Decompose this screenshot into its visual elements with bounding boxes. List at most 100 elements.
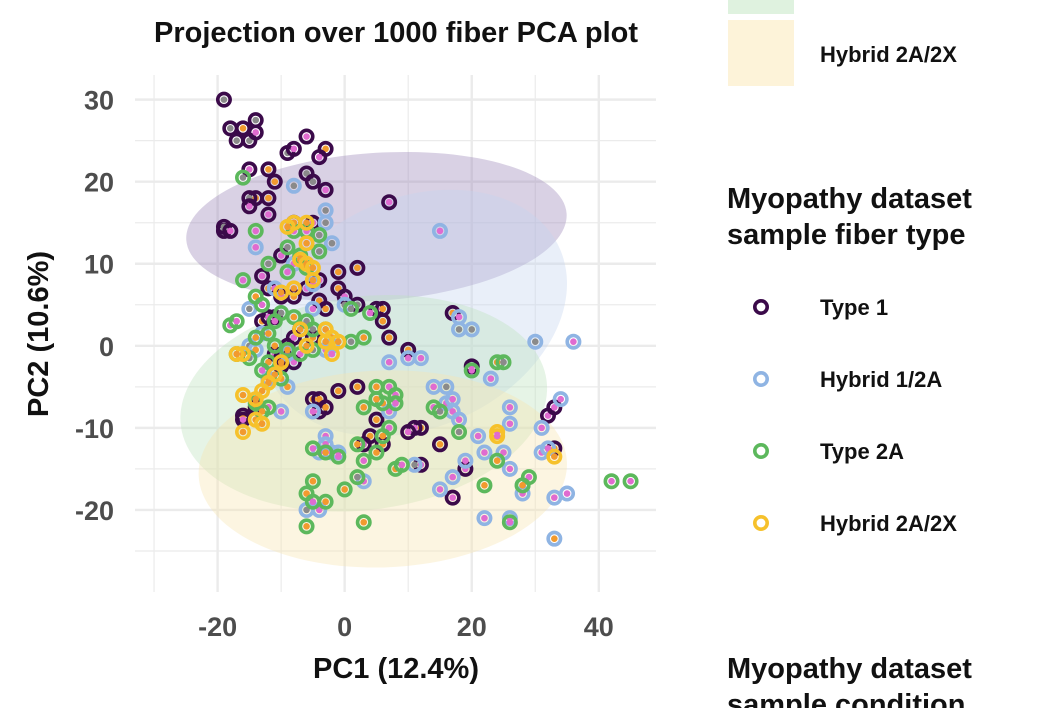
point-ring [501,415,518,432]
point-fill [436,486,444,493]
point-fill [404,354,412,362]
point-fill [252,116,260,124]
point-type-2a [374,428,391,445]
point-type-2a [298,518,315,535]
point-fill [366,309,374,317]
point-type-2a [311,227,328,244]
point-fill [525,473,533,481]
point-ring [368,391,385,408]
point-fill [233,350,240,358]
point-ring [501,399,518,416]
point-ring [559,485,576,502]
point-hybrid-1-2a [247,239,264,256]
point-ring [330,263,347,280]
point-fill [322,207,329,214]
point-fill [322,498,329,506]
point-hybrid-1-2a [431,222,448,239]
point-ring [317,181,334,198]
point-fill [309,178,317,185]
point-ring [330,382,347,399]
point-fill [303,239,310,247]
point-fill [284,346,291,354]
point-fill [481,482,488,489]
point-fill [265,358,272,366]
point-hybrid-2a-2x [254,415,271,432]
point-fill [309,305,317,313]
point-ring [495,354,512,371]
point-fill [233,137,240,144]
point-fill [315,297,323,304]
point-type-2a [355,399,372,416]
point-fill [252,244,260,251]
point-ring [355,452,372,469]
point-fill [303,506,310,514]
point-ring [260,190,277,207]
point-fill [303,342,310,350]
y-tick-label: 30 [84,86,114,116]
point-fill [322,404,329,411]
point-fill [335,268,342,276]
point-type-1 [349,378,366,395]
point-type-2a [247,222,264,239]
point-hybrid-1-2a [501,415,518,432]
point-type-2a [393,456,410,473]
point-fill [265,166,272,173]
point-fill [258,301,266,309]
point-ring [381,194,398,211]
point-ring [482,370,499,387]
point-fill [277,408,285,415]
data-points [215,91,639,547]
point-hybrid-1-2a [304,300,321,317]
point-fill [379,305,387,313]
point-ring [292,321,309,338]
ellipse-type-1 [186,151,567,302]
point-fill [328,350,336,358]
condition-legend-title-line-1: Myopathy dataset [727,653,972,685]
y-tick-label: 10 [84,250,114,280]
point-ring [285,280,302,297]
point-fill [398,461,406,469]
point-ring [362,304,379,321]
point-ring [349,469,366,486]
point-fill [557,395,564,403]
point-fill [290,285,298,292]
point-hybrid-2a-2x [489,428,506,445]
point-fill [290,182,298,190]
point-ring [304,403,321,420]
x-tick-label: 0 [337,612,352,642]
point-fill [354,440,361,448]
point-type-1 [254,268,271,285]
point-ring [247,239,264,256]
point-ring [279,218,296,235]
point-fill [493,457,501,464]
point-type-1 [260,161,277,178]
point-ring [241,198,258,215]
point-hybrid-2a-2x [285,280,302,297]
point-fill [246,305,253,313]
point-fill [487,375,495,382]
point-fill [347,305,355,313]
legend-key-label: Hybrid 2A/2X [820,511,957,536]
point-fill [265,194,272,202]
point-fill [411,461,418,469]
point-hybrid-1-2a [533,419,550,436]
point-ring [349,436,366,453]
point-ring [438,378,455,395]
fiber-type-legend-title-line-2: sample fiber type [727,219,966,251]
point-type-1 [330,382,347,399]
point-fill [322,326,329,333]
point-ring [247,391,264,408]
point-fill [277,252,285,259]
point-ring [355,399,372,416]
y-tick-label: -20 [75,496,114,526]
point-fill [309,408,317,415]
point-ring [527,333,544,350]
point-hybrid-1-2a [476,510,493,527]
point-ring [431,403,448,420]
point-type-2a [228,313,245,330]
point-fill [360,334,368,341]
point-fill [265,330,272,337]
point-ring [215,91,232,108]
ellipse-legend-label-2: Hybrid 2A/2X [820,42,957,67]
